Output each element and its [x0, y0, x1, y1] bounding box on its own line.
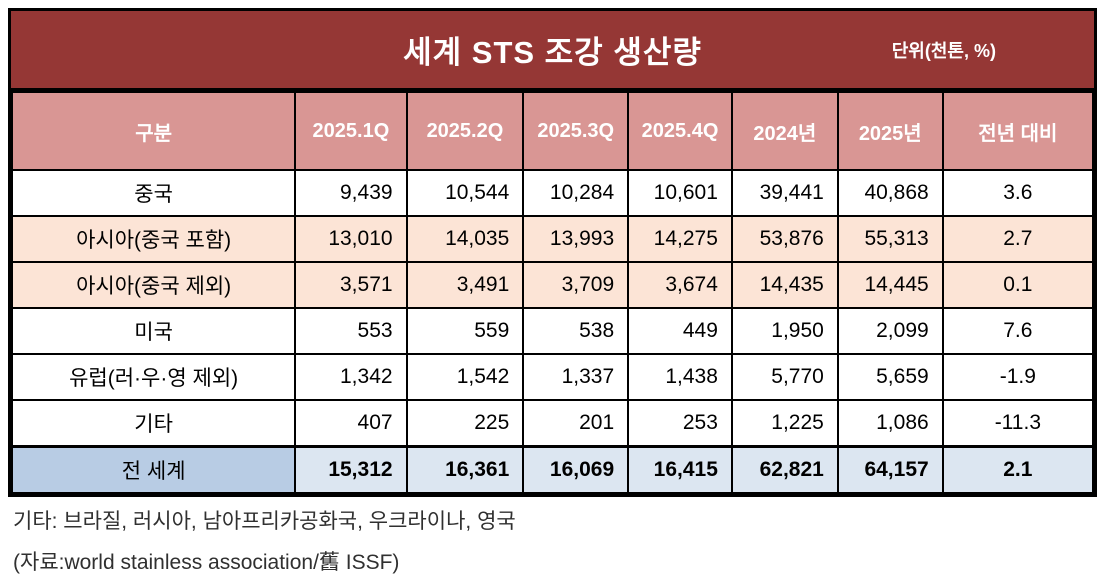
column-header-category: 구분: [10, 91, 297, 171]
table-row: 중국 9,439 10,544 10,284 10,601 39,441 40,868 3.6: [10, 169, 1095, 217]
value-cell: 16,361: [405, 445, 525, 494]
table-row: 미국 553 559 538 449 1,950 2,099 7.6: [10, 307, 1095, 355]
value-cell: 1,337: [522, 353, 630, 401]
yoy-cell: -1.9: [941, 353, 1095, 401]
row-label-cell: 중국: [10, 169, 297, 217]
value-cell: 53,876: [730, 215, 839, 263]
title-bar: 세계 STS 조강 생산량 단위(천톤, %): [11, 11, 1094, 91]
value-cell: 1,342: [294, 353, 408, 401]
report-title: 세계 STS 조강 생산량: [403, 35, 702, 70]
value-cell: 5,770: [730, 353, 839, 401]
table-header: 구분 2025.1Q 2025.2Q 2025.3Q 2025.4Q 2024년 2025년…: [10, 91, 1095, 171]
value-cell: 201: [522, 399, 630, 448]
value-cell: 9,439: [294, 169, 408, 217]
value-cell: 2,099: [836, 307, 944, 355]
row-label-cell: 아시아(중국 포함): [10, 215, 297, 263]
value-cell: 64,157: [836, 445, 944, 494]
value-cell: 14,035: [405, 215, 525, 263]
value-cell: 407: [294, 399, 408, 448]
column-header: 2024년: [730, 91, 839, 171]
value-cell: 10,601: [627, 169, 733, 217]
value-cell: 253: [627, 399, 733, 448]
value-cell: 3,491: [405, 261, 525, 309]
sts-production-report: 세계 STS 조강 생산량 단위(천톤, %) 구분 2025.1Q 2025.2Q…: [8, 8, 1097, 576]
yoy-cell: 7.6: [941, 307, 1095, 355]
value-cell: 3,674: [627, 261, 733, 309]
footnote-etc: 기타: 브라질, 러시아, 남아프리카공화국, 우크라이나, 영국: [13, 510, 516, 533]
value-cell: 13,010: [294, 215, 408, 263]
value-cell: 1,438: [627, 353, 733, 401]
row-label-cell: 전 세계: [10, 445, 297, 494]
column-header: 2025.4Q: [627, 91, 733, 171]
row-label-cell: 유럽(러·우·영 제외): [10, 353, 297, 401]
value-cell: 14,445: [836, 261, 944, 309]
yoy-cell: -11.3: [941, 399, 1095, 448]
table-row: 유럽(러·우·영 제외) 1,342 1,542 1,337 1,438 5,770 5,6…: [10, 353, 1095, 401]
production-table: 구분 2025.1Q 2025.2Q 2025.3Q 2025.4Q 2024년 2025년…: [10, 91, 1095, 494]
value-cell: 1,225: [730, 399, 839, 448]
value-cell: 449: [627, 307, 733, 355]
value-cell: 1,086: [836, 399, 944, 448]
value-cell: 16,415: [627, 445, 733, 494]
value-cell: 1,542: [405, 353, 525, 401]
table-frame: 세계 STS 조강 생산량 단위(천톤, %) 구분 2025.1Q 2025.2Q…: [8, 8, 1097, 497]
table-row: 기타 407 225 201 253 1,225 1,086 -11.3: [10, 399, 1095, 448]
value-cell: 62,821: [730, 445, 839, 494]
total-row: 전 세계 15,312 16,361 16,069 16,415 62,821 64,157…: [10, 445, 1095, 494]
row-label-cell: 기타: [10, 399, 297, 448]
value-cell: 3,709: [522, 261, 630, 309]
column-header: 전년 대비: [941, 91, 1095, 171]
column-header: 2025.1Q: [294, 91, 408, 171]
yoy-cell: 2.7: [941, 215, 1095, 263]
value-cell: 5,659: [836, 353, 944, 401]
footnote-source: (자료:world stainless association/舊 ISSF): [13, 551, 400, 574]
column-header: 2025.3Q: [522, 91, 630, 171]
value-cell: 3,571: [294, 261, 408, 309]
value-cell: 14,275: [627, 215, 733, 263]
value-cell: 39,441: [730, 169, 839, 217]
value-cell: 40,868: [836, 169, 944, 217]
value-cell: 559: [405, 307, 525, 355]
value-cell: 538: [522, 307, 630, 355]
yoy-cell: 3.6: [941, 169, 1095, 217]
value-cell: 225: [405, 399, 525, 448]
value-cell: 553: [294, 307, 408, 355]
table-row: 아시아(중국 포함) 13,010 14,035 13,993 14,275 53,876…: [10, 215, 1095, 263]
value-cell: 15,312: [294, 445, 408, 494]
value-cell: 10,284: [522, 169, 630, 217]
row-label-cell: 미국: [10, 307, 297, 355]
value-cell: 16,069: [522, 445, 630, 494]
column-header: 2025.2Q: [405, 91, 525, 171]
yoy-cell: 0.1: [941, 261, 1095, 309]
value-cell: 13,993: [522, 215, 630, 263]
yoy-cell: 2.1: [941, 445, 1095, 494]
value-cell: 10,544: [405, 169, 525, 217]
value-cell: 14,435: [730, 261, 839, 309]
column-header: 2025년: [836, 91, 944, 171]
table-body: 중국 9,439 10,544 10,284 10,601 39,441 40,868 3.6…: [10, 169, 1095, 494]
row-label-cell: 아시아(중국 제외): [10, 261, 297, 309]
unit-label: 단위(천톤, %): [891, 40, 996, 61]
header-row: 구분 2025.1Q 2025.2Q 2025.3Q 2025.4Q 2024년 2025년…: [10, 91, 1095, 171]
value-cell: 55,313: [836, 215, 944, 263]
table-row: 아시아(중국 제외) 3,571 3,491 3,709 3,674 14,435 14,4…: [10, 261, 1095, 309]
value-cell: 1,950: [730, 307, 839, 355]
